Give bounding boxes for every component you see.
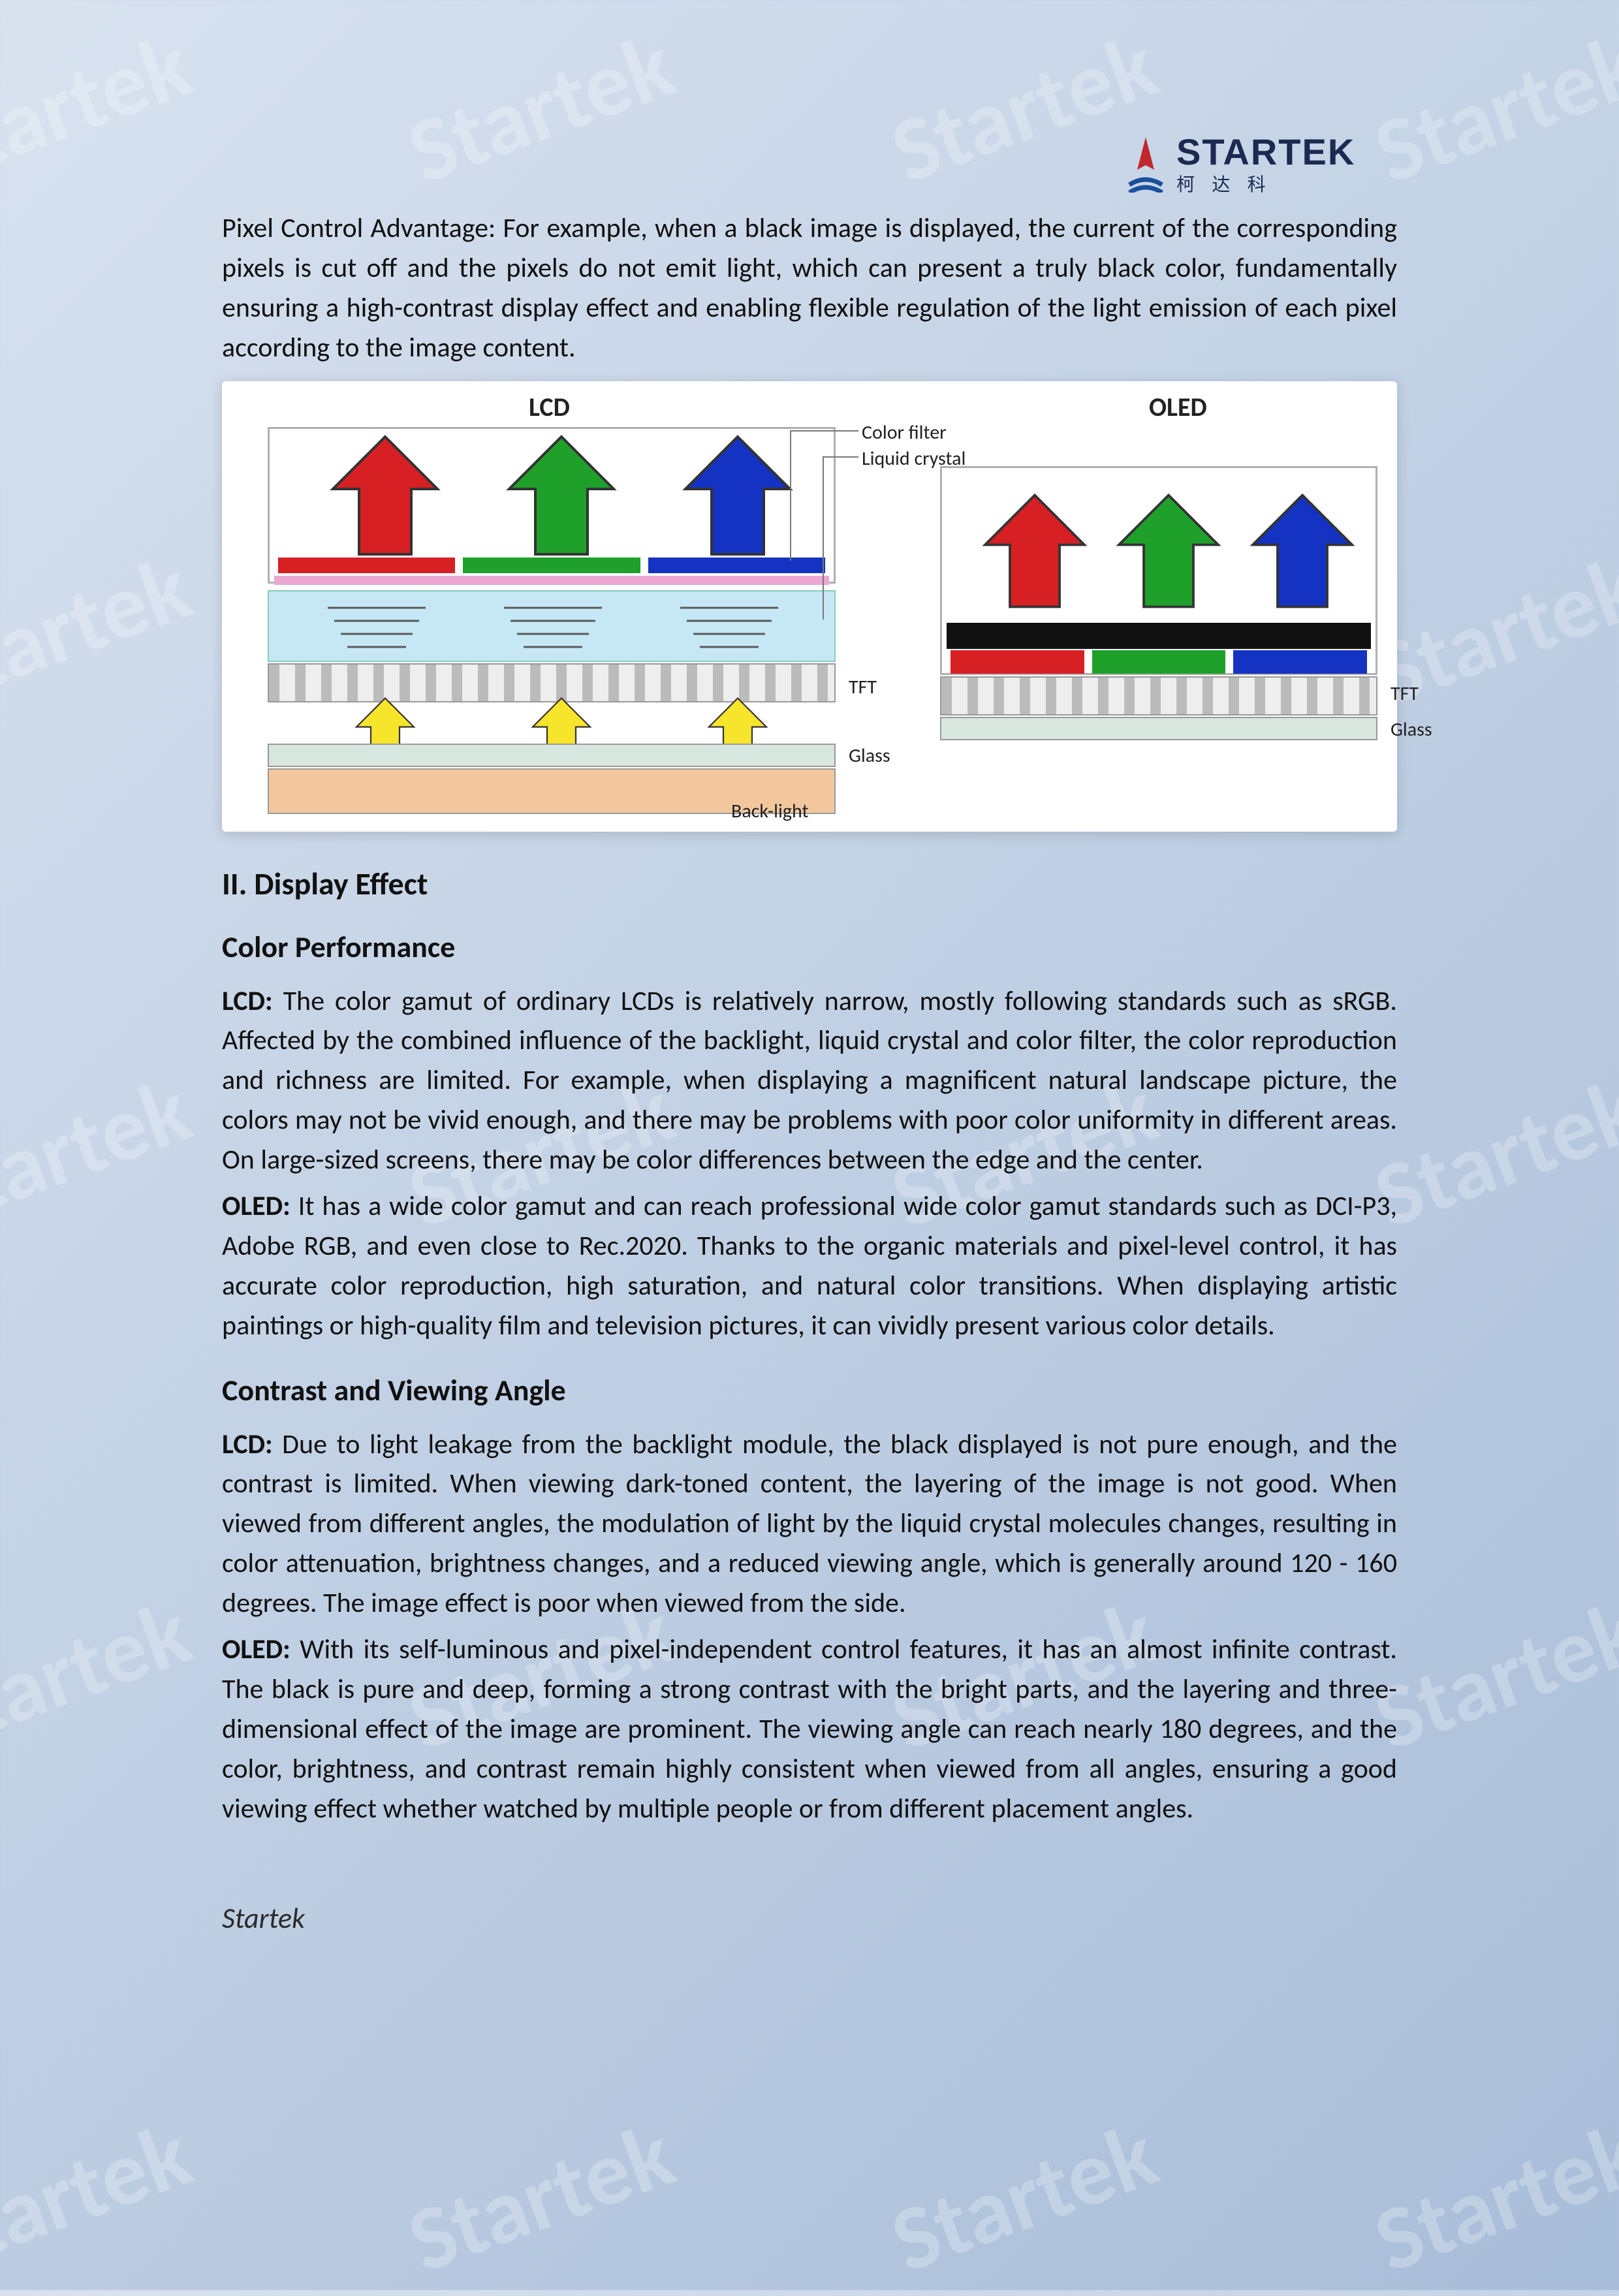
oled-emitter-layer bbox=[947, 650, 1371, 674]
lcd-arrow-1 bbox=[490, 430, 633, 564]
contrast-oled-para: OLED: With its self-luminous and pixel-i… bbox=[222, 1630, 1397, 1829]
oled-arrow-1 bbox=[1107, 482, 1231, 623]
lcd-glass-layer bbox=[268, 744, 836, 767]
oled-arrow-0 bbox=[973, 482, 1097, 623]
intro-paragraph: Pixel Control Advantage: For example, wh… bbox=[222, 209, 1397, 368]
color-perf-lcd-para: LCD: The color gamut of ordinary LCDs is… bbox=[222, 982, 1397, 1180]
oled-black-layer bbox=[947, 623, 1371, 649]
label-color-filter: Color filter bbox=[862, 420, 947, 445]
contrast-lcd-para: LCD: Due to light leakage from the backl… bbox=[222, 1425, 1397, 1624]
oled-label-2: OLED: bbox=[222, 1633, 291, 1666]
color-perf-oled-text: It has a wide color gamut and can reach … bbox=[222, 1189, 1397, 1342]
contrast-lcd-text: Due to light leakage from the backlight … bbox=[222, 1428, 1397, 1620]
label-tft-oled: TFT bbox=[1391, 682, 1419, 706]
color-performance-heading: Color Performance bbox=[222, 929, 1397, 966]
contrast-oled-text: With its self-luminous and pixel-indepen… bbox=[222, 1633, 1397, 1825]
label-glass-oled: Glass bbox=[1391, 717, 1432, 742]
color-perf-oled-para: OLED: It has a wide color gamut and can … bbox=[222, 1187, 1397, 1346]
oled-glass-layer bbox=[940, 717, 1377, 740]
oled-label: OLED: bbox=[222, 1189, 291, 1223]
contrast-heading: Contrast and Viewing Angle bbox=[222, 1372, 1397, 1409]
oled-arrow-2 bbox=[1240, 482, 1364, 623]
lcd-liquid-crystal-layer bbox=[268, 590, 836, 662]
label-backlight: Back-light bbox=[731, 799, 809, 823]
label-glass-lcd: Glass bbox=[849, 744, 890, 768]
oled-tft-layer bbox=[940, 676, 1377, 716]
lcd-label: LCD: bbox=[222, 984, 273, 1018]
footer-text: Startek bbox=[222, 1900, 1397, 1936]
label-tft-lcd: TFT bbox=[849, 675, 877, 699]
lcd-oled-diagram: LCD OLED bbox=[222, 381, 1397, 832]
oled-title: OLED bbox=[1149, 391, 1207, 423]
lcd-arrow-0 bbox=[313, 430, 457, 564]
lcd-label-2: LCD: bbox=[222, 1428, 273, 1461]
lcd-lc-thin bbox=[274, 576, 829, 585]
label-liquid-crystal: Liquid crystal bbox=[862, 447, 966, 471]
color-perf-lcd-text: The color gamut of ordinary LCDs is rela… bbox=[222, 984, 1397, 1177]
section-ii-heading: II. Display Effect bbox=[222, 864, 1397, 903]
lcd-title: LCD bbox=[529, 391, 570, 423]
lcd-arrow-2 bbox=[666, 430, 810, 564]
